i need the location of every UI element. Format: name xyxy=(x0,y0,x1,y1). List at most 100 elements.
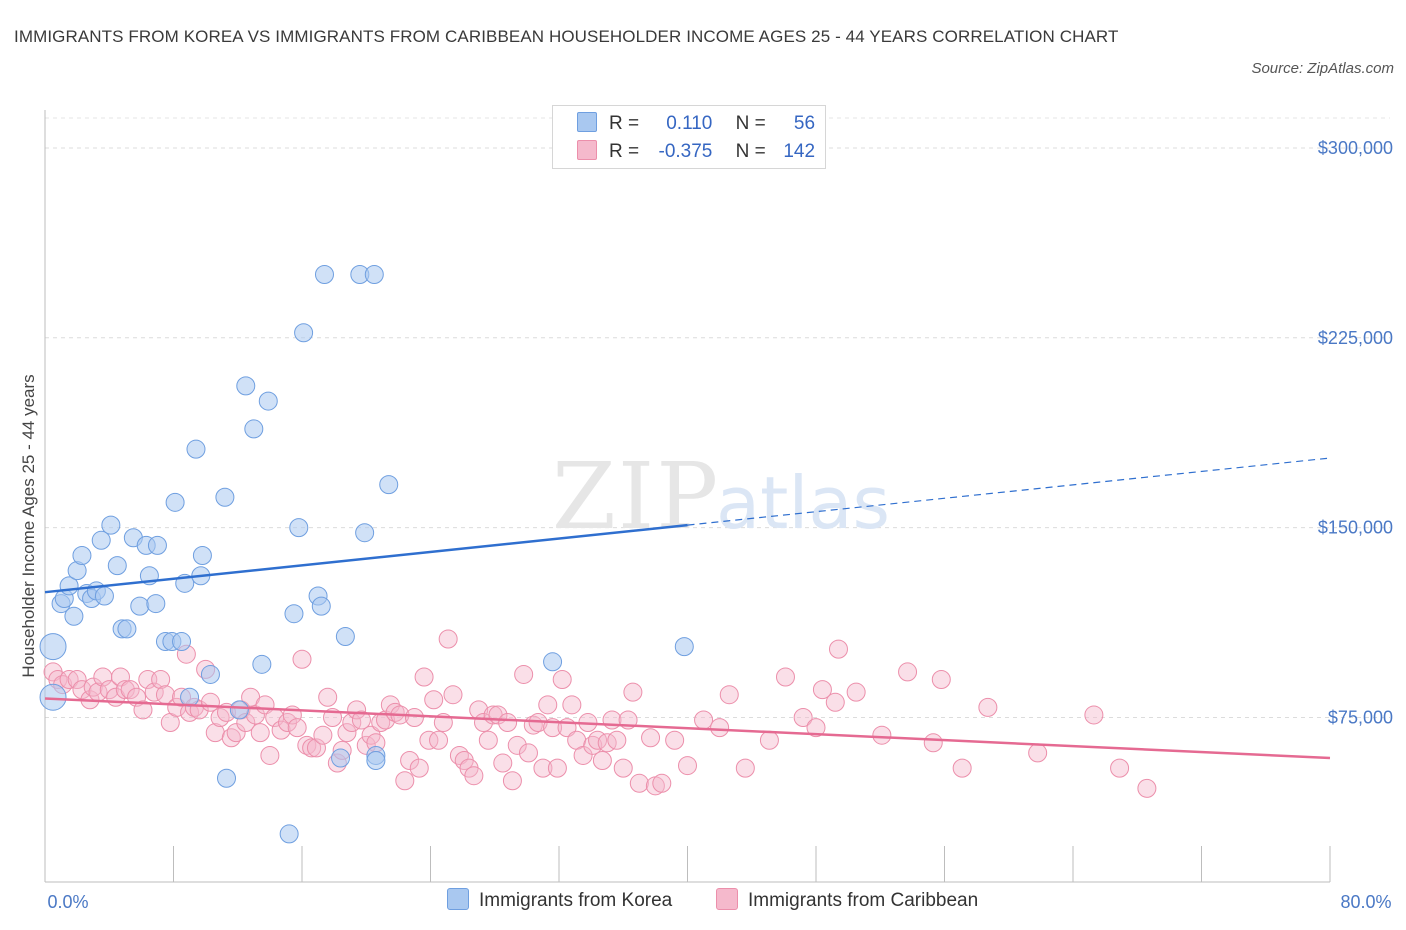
point-caribbean xyxy=(424,690,444,710)
point-caribbean xyxy=(719,685,739,705)
point-caribbean xyxy=(67,670,87,690)
point-caribbean xyxy=(99,680,119,700)
point-korea xyxy=(130,596,150,616)
bottom-legend-caribbean: Immigrants from Caribbean xyxy=(716,888,978,912)
point-caribbean xyxy=(110,667,130,687)
legend-swatch-korea xyxy=(577,112,597,132)
point-caribbean xyxy=(846,682,866,702)
point-korea xyxy=(101,515,121,535)
point-korea xyxy=(146,594,166,614)
legend-r-label: R = xyxy=(609,141,645,162)
point-korea xyxy=(331,748,351,768)
point-korea xyxy=(165,492,185,512)
point-caribbean xyxy=(502,771,522,791)
point-caribbean xyxy=(710,718,730,738)
point-korea xyxy=(379,475,399,495)
point-caribbean xyxy=(775,667,795,687)
point-caribbean xyxy=(652,773,672,793)
point-caribbean xyxy=(665,730,685,750)
bottom-legend-label-korea: Immigrants from Korea xyxy=(479,890,673,911)
point-caribbean xyxy=(271,720,291,740)
point-korea xyxy=(252,654,272,674)
point-caribbean xyxy=(812,680,832,700)
point-korea xyxy=(294,323,314,343)
series-caribbean-points xyxy=(43,629,1157,798)
legend-r-label: R = xyxy=(609,113,645,134)
point-caribbean xyxy=(115,680,135,700)
point-korea xyxy=(107,556,127,576)
trend-line-caribbean xyxy=(44,697,1331,760)
chart-source: Source: ZipAtlas.com xyxy=(1251,60,1394,77)
point-caribbean xyxy=(478,730,498,750)
chart-title: IMMIGRANTS FROM KOREA VS IMMIGRANTS FROM… xyxy=(14,27,1119,46)
point-caribbean xyxy=(498,713,518,733)
point-korea xyxy=(311,596,331,616)
point-caribbean xyxy=(464,766,484,786)
point-caribbean xyxy=(602,710,622,730)
point-caribbean xyxy=(678,756,697,776)
point-korea xyxy=(314,265,334,285)
correlation-legend: R = 0.110 N = 56 R = -0.375 N = 142 xyxy=(552,105,826,169)
point-caribbean xyxy=(347,700,367,720)
legend-n-value-korea: 56 xyxy=(793,113,816,134)
point-caribbean xyxy=(694,710,714,730)
point-caribbean xyxy=(629,773,649,793)
point-korea xyxy=(117,619,137,639)
point-caribbean xyxy=(1110,758,1130,778)
point-caribbean xyxy=(1137,778,1157,798)
point-caribbean xyxy=(260,745,280,765)
point-korea xyxy=(236,376,256,396)
point-korea xyxy=(289,518,309,538)
point-caribbean xyxy=(210,707,230,727)
svg-text:ZIP: ZIP xyxy=(552,443,720,550)
point-caribbean xyxy=(898,662,918,682)
point-korea xyxy=(72,545,92,565)
x-tick-label: 0.0% xyxy=(47,892,88,912)
series-korea-points xyxy=(39,265,694,844)
point-caribbean xyxy=(306,738,326,758)
point-caribbean xyxy=(931,670,951,690)
legend-row-caribbean: R = -0.375 N = 142 xyxy=(577,140,815,168)
point-caribbean xyxy=(923,733,943,753)
point-caribbean xyxy=(623,682,643,702)
point-caribbean xyxy=(120,680,140,700)
bottom-legend-swatch-caribbean xyxy=(716,888,738,910)
point-caribbean xyxy=(443,685,463,705)
legend-n-value-caribbean: 142 xyxy=(783,141,816,162)
point-caribbean xyxy=(429,730,449,750)
legend-row-korea: R = 0.110 N = 56 xyxy=(577,112,815,140)
point-korea xyxy=(244,419,264,439)
point-caribbean xyxy=(313,725,333,745)
point-korea xyxy=(39,633,67,661)
point-caribbean xyxy=(385,702,405,722)
point-korea xyxy=(180,687,200,707)
point-caribbean xyxy=(226,723,246,743)
point-caribbean xyxy=(292,649,312,669)
point-korea xyxy=(543,652,563,672)
point-korea xyxy=(39,683,67,711)
grid-lines xyxy=(45,117,1390,718)
bottom-legend-swatch-korea xyxy=(447,888,469,910)
point-caribbean xyxy=(395,771,415,791)
point-korea xyxy=(258,391,278,411)
point-korea xyxy=(215,487,235,507)
x-tick-label: 80.0% xyxy=(1340,892,1391,912)
point-caribbean xyxy=(514,664,534,684)
point-korea xyxy=(284,604,304,624)
point-korea xyxy=(335,626,355,646)
point-korea xyxy=(674,637,694,657)
point-caribbean xyxy=(613,758,633,778)
point-korea xyxy=(217,768,237,788)
point-caribbean xyxy=(493,753,513,773)
point-korea xyxy=(147,535,167,555)
trend-lines xyxy=(44,457,1331,760)
point-caribbean xyxy=(533,758,553,778)
point-caribbean xyxy=(250,723,270,743)
point-korea xyxy=(200,664,220,684)
point-caribbean xyxy=(438,629,458,649)
y-tick-label: $150,000 xyxy=(1318,518,1393,538)
point-caribbean xyxy=(952,758,972,778)
point-caribbean xyxy=(1028,743,1048,763)
bottom-legend-korea: Immigrants from Korea xyxy=(447,888,672,912)
